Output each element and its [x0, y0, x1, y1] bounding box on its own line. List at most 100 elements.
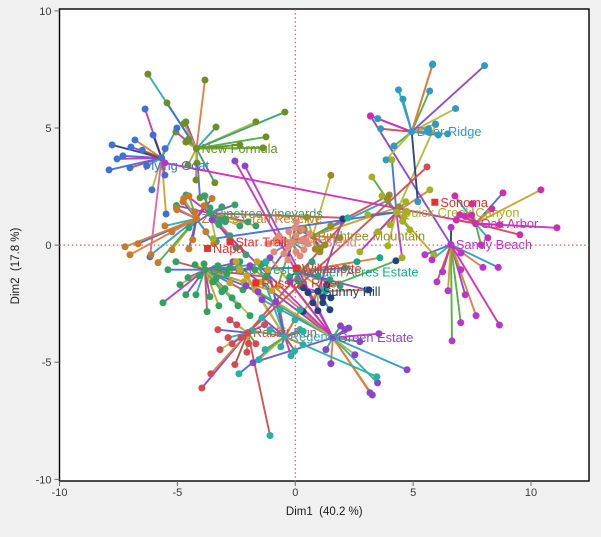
- cluster-point[interactable]: [255, 356, 262, 363]
- cluster-point[interactable]: [180, 120, 187, 127]
- cluster-point[interactable]: [147, 251, 154, 258]
- cluster-point[interactable]: [243, 272, 250, 279]
- cluster-point[interactable]: [309, 299, 316, 306]
- cluster-point[interactable]: [496, 321, 503, 328]
- cluster-point[interactable]: [537, 186, 544, 193]
- cluster-point[interactable]: [215, 302, 222, 309]
- cluster-centroid[interactable]: [244, 329, 251, 336]
- cluster-point[interactable]: [399, 218, 406, 225]
- cluster-point[interactable]: [439, 268, 446, 275]
- cluster-point[interactable]: [337, 234, 344, 241]
- cluster-point[interactable]: [238, 334, 245, 341]
- cluster-point[interactable]: [271, 248, 278, 255]
- cluster-point[interactable]: [399, 254, 406, 261]
- cluster-point[interactable]: [259, 314, 266, 321]
- cluster-point[interactable]: [233, 321, 240, 328]
- cluster-point[interactable]: [322, 346, 329, 353]
- cluster-point[interactable]: [185, 224, 192, 231]
- cluster-label[interactable]: Regency: [290, 329, 341, 344]
- cluster-point[interactable]: [226, 232, 233, 239]
- reference-square-label[interactable]: Willamette: [302, 261, 362, 276]
- cluster-point[interactable]: [327, 360, 334, 367]
- cluster-point[interactable]: [379, 192, 386, 199]
- cluster-point[interactable]: [196, 272, 203, 279]
- cluster-point[interactable]: [452, 105, 459, 112]
- cluster-point[interactable]: [213, 124, 220, 131]
- cluster-point[interactable]: [173, 124, 180, 131]
- cluster-point[interactable]: [326, 306, 333, 313]
- cluster-point[interactable]: [231, 158, 238, 165]
- reference-square-label[interactable]: Star Trail: [235, 234, 286, 249]
- cluster-point[interactable]: [499, 189, 506, 196]
- cluster-point[interactable]: [234, 302, 241, 309]
- cluster-point[interactable]: [223, 270, 230, 277]
- cluster-centroid[interactable]: [447, 241, 454, 248]
- cluster-point[interactable]: [214, 262, 221, 269]
- cluster-label[interactable]: Oak Arbor: [481, 216, 539, 231]
- cluster-point[interactable]: [206, 293, 213, 300]
- cluster-point[interactable]: [135, 240, 142, 247]
- cluster-point[interactable]: [479, 264, 486, 271]
- cluster-label[interactable]: Flying Goat: [144, 158, 210, 173]
- cluster-point[interactable]: [162, 145, 169, 152]
- cluster-point[interactable]: [192, 261, 199, 268]
- cluster-label[interactable]: Sandy Beach: [456, 237, 532, 252]
- cluster-point[interactable]: [184, 274, 191, 281]
- cluster-point[interactable]: [192, 208, 199, 215]
- cluster-point[interactable]: [414, 198, 421, 205]
- cluster-centroid[interactable]: [288, 238, 295, 245]
- cluster-point[interactable]: [312, 246, 319, 253]
- cluster-point[interactable]: [368, 173, 375, 180]
- cluster-point[interactable]: [182, 139, 189, 146]
- cluster-point[interactable]: [292, 316, 299, 323]
- cluster-point[interactable]: [327, 172, 334, 179]
- cluster-point[interactable]: [243, 349, 250, 356]
- cluster-point[interactable]: [292, 224, 299, 231]
- cluster-point[interactable]: [198, 385, 205, 392]
- cluster-point[interactable]: [127, 143, 134, 150]
- cluster-point[interactable]: [449, 337, 456, 344]
- cluster-point[interactable]: [448, 224, 455, 231]
- cluster-point[interactable]: [225, 334, 232, 341]
- cluster-point[interactable]: [261, 321, 268, 328]
- cluster-point[interactable]: [142, 106, 149, 113]
- cluster-point[interactable]: [164, 266, 171, 273]
- cluster-point[interactable]: [495, 264, 502, 271]
- cluster-point[interactable]: [428, 256, 435, 263]
- cluster-point[interactable]: [403, 366, 410, 373]
- cluster-point[interactable]: [229, 294, 236, 301]
- cluster-point[interactable]: [424, 163, 431, 170]
- cluster-point[interactable]: [395, 86, 402, 93]
- cluster-point[interactable]: [356, 248, 363, 255]
- cluster-point[interactable]: [217, 346, 224, 353]
- cluster-point[interactable]: [252, 118, 259, 125]
- cluster-point[interactable]: [262, 346, 269, 353]
- cluster-centroid[interactable]: [393, 209, 400, 216]
- cluster-point[interactable]: [176, 281, 183, 288]
- cluster-point[interactable]: [369, 392, 376, 399]
- cluster-point[interactable]: [201, 76, 208, 83]
- cluster-point[interactable]: [106, 166, 113, 173]
- cluster-point[interactable]: [159, 299, 166, 306]
- cluster-label[interactable]: Deer Ridge: [417, 124, 482, 139]
- cluster-point[interactable]: [164, 99, 171, 106]
- cluster-centroid[interactable]: [193, 215, 200, 222]
- cluster-point[interactable]: [245, 340, 252, 347]
- cluster-centroid[interactable]: [472, 220, 479, 227]
- cluster-point[interactable]: [277, 343, 284, 350]
- cluster-point[interactable]: [402, 198, 409, 205]
- cluster-point[interactable]: [263, 133, 270, 140]
- cluster-point[interactable]: [421, 251, 428, 258]
- cluster-point[interactable]: [384, 242, 391, 249]
- cluster-centroid[interactable]: [201, 266, 208, 273]
- cluster-point[interactable]: [139, 147, 146, 154]
- cluster-point[interactable]: [144, 71, 151, 78]
- cluster-point[interactable]: [468, 212, 475, 219]
- cluster-point[interactable]: [180, 195, 187, 202]
- cluster-point[interactable]: [264, 266, 271, 273]
- cluster-point[interactable]: [445, 287, 452, 294]
- cluster-point[interactable]: [384, 197, 391, 204]
- cluster-point[interactable]: [222, 218, 229, 225]
- cluster-point[interactable]: [214, 326, 221, 333]
- cluster-point[interactable]: [236, 222, 243, 229]
